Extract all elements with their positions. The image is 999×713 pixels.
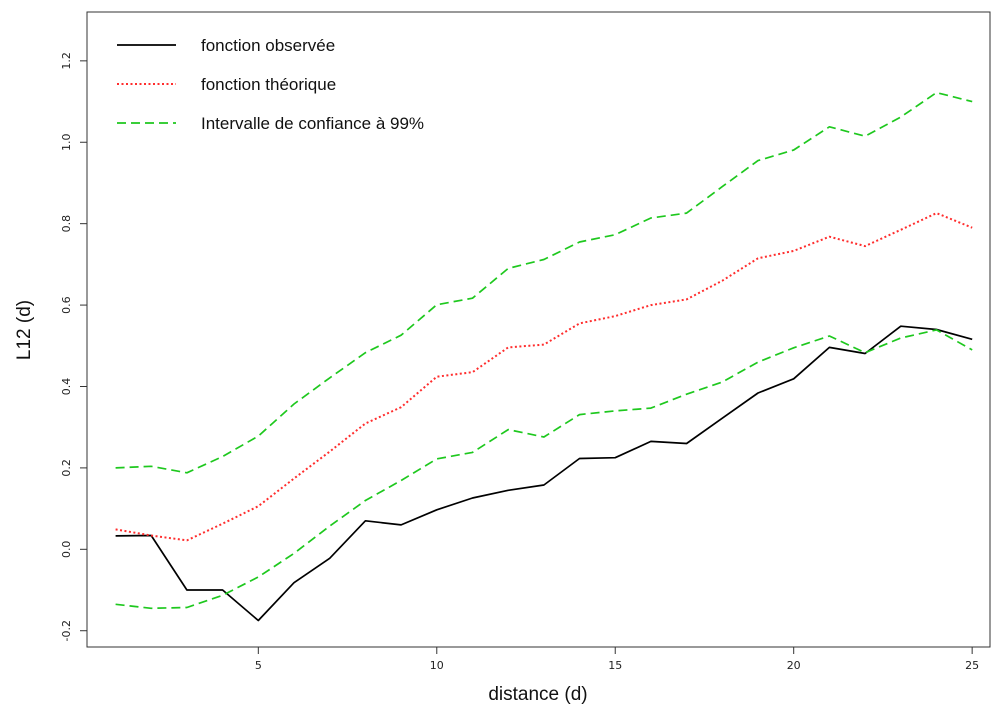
y-tick-label: 0.6 [60, 296, 73, 314]
series-line-observed [116, 326, 973, 620]
y-tick-label: -0.2 [60, 620, 73, 641]
x-tick-label: 25 [965, 659, 979, 672]
y-tick-label: 0.0 [60, 541, 73, 559]
y-axis-title: L12 (d) [14, 300, 35, 360]
y-tick-label: 1.2 [60, 52, 73, 70]
legend-label: fonction théorique [201, 75, 336, 94]
x-axis: 5 10 15 20 25 [255, 647, 979, 672]
legend-label: Intervalle de confiance à 99% [201, 114, 424, 133]
legend-label: fonction observée [201, 36, 335, 55]
x-tick-label: 15 [608, 659, 622, 672]
series-line-theoretical [116, 213, 973, 540]
series-layer [116, 93, 973, 621]
y-tick-label: 1.0 [60, 134, 73, 152]
y-tick-label: 0.2 [60, 459, 73, 477]
x-tick-label: 10 [430, 659, 444, 672]
x-tick-label: 5 [255, 659, 262, 672]
y-tick-label: 0.4 [60, 378, 73, 396]
y-tick-label: 0.8 [60, 215, 73, 233]
y-axis: -0.2 0.0 0.2 0.4 0.6 0.8 1.0 1.2 [60, 52, 87, 641]
plot-frame [87, 12, 990, 647]
series-line-confidence-upper [116, 93, 973, 473]
series-line-confidence-lower [116, 330, 973, 608]
legend: fonction observée fonction théorique Inter… [117, 36, 424, 133]
x-tick-label: 20 [787, 659, 801, 672]
x-axis-title: distance (d) [488, 684, 587, 705]
